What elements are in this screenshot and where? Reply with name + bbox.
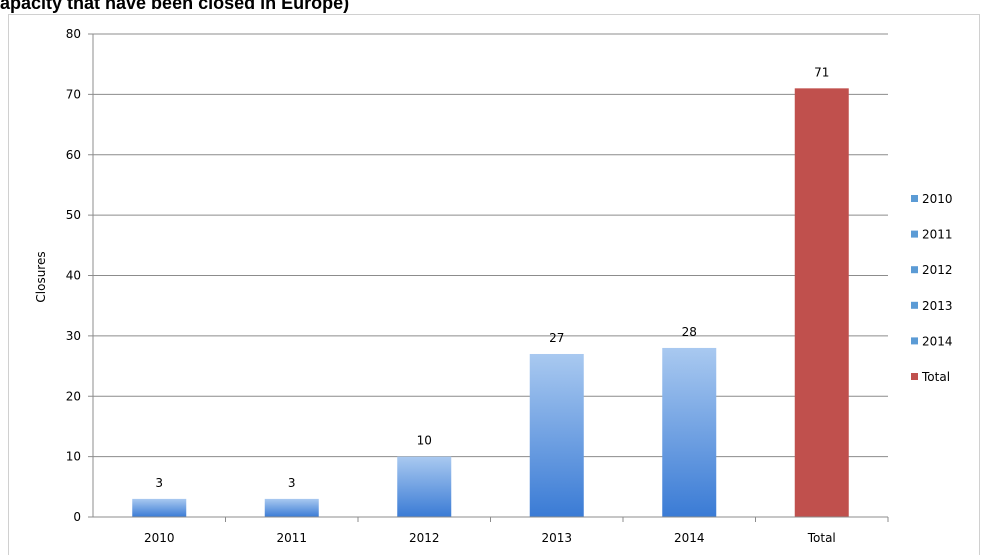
chart-title: apacity that have been closed in Europe) (0, 0, 350, 13)
bar-2014 (662, 347, 717, 517)
legend-swatch (911, 195, 918, 202)
y-tick-label: 80 (66, 27, 81, 41)
bar-2010 (132, 498, 187, 517)
legend-label: 2010 (922, 192, 953, 206)
legend-swatch (911, 301, 918, 309)
data-label: 71 (814, 65, 829, 79)
legend-swatch (911, 337, 918, 345)
bar-2012 (397, 456, 452, 517)
y-axis-label: Closures (34, 251, 48, 302)
x-tick-label: Total (807, 531, 836, 545)
chart-frame (8, 14, 980, 555)
data-label: 3 (155, 476, 163, 490)
data-label: 28 (682, 325, 697, 339)
y-tick-label: 60 (66, 148, 81, 162)
y-tick-label: 30 (66, 329, 81, 343)
legend-swatch (911, 373, 918, 380)
y-tick-label: 70 (66, 87, 81, 101)
x-tick-label: 2012 (409, 531, 440, 545)
bar-2013 (529, 353, 584, 517)
data-label: 3 (288, 476, 296, 490)
y-tick-label: 40 (66, 269, 81, 283)
legend-label: Total (921, 370, 950, 384)
bar-total (794, 88, 849, 518)
data-label: 10 (417, 434, 432, 448)
y-tick-label: 10 (66, 450, 81, 464)
y-tick-label: 20 (66, 389, 81, 403)
legend-swatch (911, 266, 918, 274)
legend-swatch (911, 230, 918, 238)
x-tick-label: 2014 (674, 531, 705, 545)
x-tick-label: 2013 (541, 531, 572, 545)
data-label: 27 (549, 331, 564, 345)
legend-label: 2011 (922, 228, 953, 242)
y-tick-label: 0 (73, 510, 81, 524)
bar-2011 (264, 498, 319, 517)
legend-label: 2013 (922, 299, 953, 313)
x-tick-label: 2011 (276, 531, 307, 545)
legend-label: 2014 (922, 334, 953, 348)
x-tick-label: 2010 (144, 531, 175, 545)
y-tick-label: 50 (66, 208, 81, 222)
legend-label: 2012 (922, 263, 953, 277)
